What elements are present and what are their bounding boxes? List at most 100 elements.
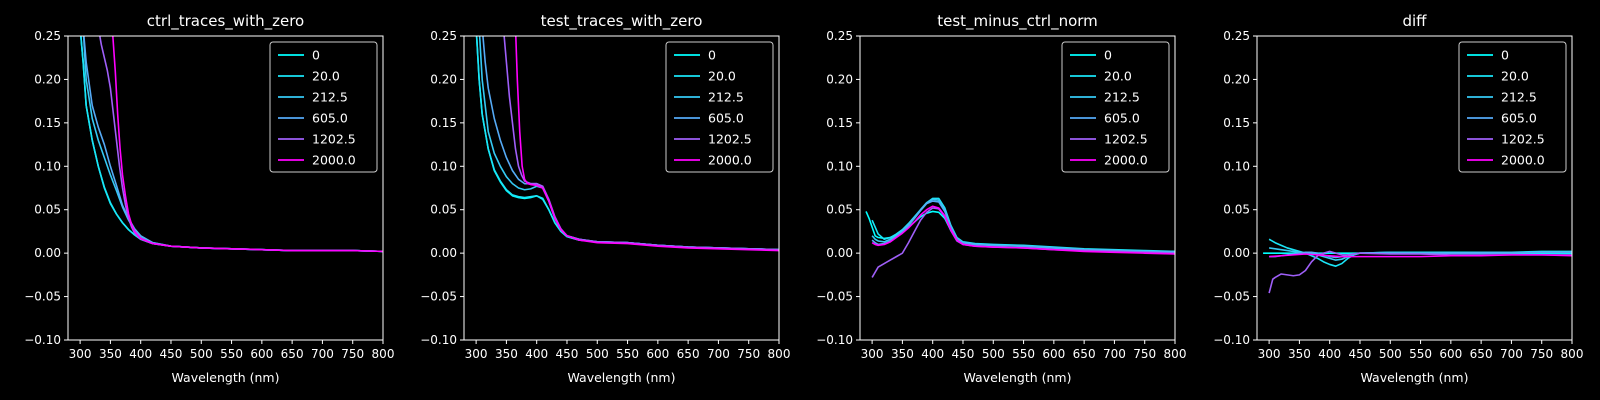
x-tick-label: 450: [952, 347, 975, 361]
legend: 0 20.0 212.5 605.0 1202.5 2000.0: [1458, 41, 1567, 173]
x-tick-label: 800: [1561, 347, 1584, 361]
y-tick-label: 0.10: [826, 159, 853, 173]
legend-entry: 20.0: [1104, 69, 1132, 84]
x-tick-label: 450: [556, 347, 579, 361]
y-tick-label: 0.15: [826, 116, 853, 130]
x-tick-label: 800: [372, 347, 395, 361]
x-tick-label: 650: [281, 347, 304, 361]
series-line-2000.0: [112, 36, 383, 253]
x-tick-label: 300: [465, 347, 488, 361]
y-tick-label: 0.20: [430, 72, 457, 86]
y-tick-label: −0.10: [816, 333, 853, 347]
y-tick-label: 0.00: [34, 246, 61, 260]
x-tick-label: 400: [129, 347, 152, 361]
y-tick-label: −0.05: [1213, 290, 1250, 304]
y-tick-label: 0.00: [1223, 246, 1250, 260]
y-tick-label: 0.20: [1223, 72, 1250, 86]
legend-entry: 2000.0: [1104, 153, 1148, 168]
y-tick-label: 0.25: [826, 29, 853, 43]
plot-frame: [859, 35, 1176, 341]
y-tick-label: −0.10: [24, 333, 61, 347]
series-line-2000.0: [871, 205, 1175, 255]
legend-entry: 0: [1501, 48, 1509, 63]
x-tick-label: 650: [1073, 347, 1096, 361]
y-tick-label: 0.20: [826, 72, 853, 86]
x-tick-label: 700: [1103, 347, 1126, 361]
x-tick-label: 400: [1318, 347, 1341, 361]
y-tick-label: 0.00: [826, 246, 853, 260]
x-tick-label: 700: [1500, 347, 1523, 361]
legend-entry: 2000.0: [312, 153, 356, 168]
x-tick-label: 300: [69, 347, 92, 361]
y-tick-label: −0.10: [1213, 333, 1250, 347]
x-tick-label: 700: [311, 347, 334, 361]
series-group: [865, 197, 1175, 278]
legend-entry: 0: [1104, 48, 1112, 63]
y-tick-label: 0.05: [826, 203, 853, 217]
legend-entry: 1202.5: [708, 132, 752, 147]
legend-entry: 605.0: [708, 111, 744, 126]
x-tick-label: 750: [1530, 347, 1553, 361]
y-tick-label: 0.15: [430, 116, 457, 130]
legend-entry: 1202.5: [312, 132, 356, 147]
y-tick-label: 0.05: [430, 203, 457, 217]
x-tick-label: 550: [1409, 347, 1432, 361]
chart-title: test_traces_with_zero: [541, 12, 703, 31]
chart-panel-2: 300 350 400 450 500 550 600 650 700 750 800 −0.10 −0…: [420, 12, 790, 385]
y-tick-label: 0.05: [1223, 203, 1250, 217]
x-tick-label: 350: [891, 347, 914, 361]
chart-panel-3: 300 350 400 450 500 550 600 650 700 750 800 −0.10 −0…: [816, 12, 1186, 385]
x-tick-label: 550: [220, 347, 243, 361]
legend-entry: 1202.5: [1501, 132, 1545, 147]
plot-frame: [1256, 35, 1573, 341]
x-tick-label: 500: [1379, 347, 1402, 361]
y-tick-label: 0.15: [1223, 116, 1250, 130]
x-tick-label: 700: [707, 347, 730, 361]
x-tick-label: 350: [99, 347, 122, 361]
x-tick-label: 400: [525, 347, 548, 361]
y-tick-label: −0.05: [816, 290, 853, 304]
y-tick-label: 0.25: [34, 29, 61, 43]
series-group: [1263, 238, 1572, 294]
legend-entry: 2000.0: [1501, 153, 1545, 168]
x-tick-label: 600: [646, 347, 669, 361]
x-tick-label: 500: [586, 347, 609, 361]
y-tick-label: 0.20: [34, 72, 61, 86]
legend: 0 20.0 212.5 605.0 1202.5 2000.0: [1061, 41, 1170, 173]
x-tick-label: 650: [677, 347, 700, 361]
x-tick-label: 350: [495, 347, 518, 361]
x-tick-label: 500: [982, 347, 1005, 361]
x-tick-label: 650: [1470, 347, 1493, 361]
chart-panel-4: 300 350 400 450 500 550 600 650 700 750 800 −0.10 −0…: [1213, 12, 1583, 385]
legend: 0 20.0 212.5 605.0 1202.5 2000.0: [269, 41, 378, 173]
y-tick-label: 0.05: [34, 203, 61, 217]
series-line-20.0: [871, 197, 1175, 253]
x-tick-label: 450: [1349, 347, 1372, 361]
series-group: [80, 36, 383, 253]
x-axis-label: Wavelength (nm): [964, 370, 1072, 385]
legend-entry: 1202.5: [1104, 132, 1148, 147]
x-axis-label: Wavelength (nm): [172, 370, 280, 385]
x-tick-label: 350: [1288, 347, 1311, 361]
x-axis-label: Wavelength (nm): [568, 370, 676, 385]
legend-entry: 605.0: [312, 111, 348, 126]
x-tick-label: 750: [341, 347, 364, 361]
chart-title: diff: [1402, 12, 1427, 30]
legend-entry: 605.0: [1104, 111, 1140, 126]
chart-panel-1: 300 350 400 450 500 550 600 650 700 750 800 −0.10 −0…: [24, 12, 394, 385]
legend-entry: 212.5: [312, 90, 348, 105]
y-tick-label: 0.15: [34, 116, 61, 130]
x-tick-label: 300: [861, 347, 884, 361]
y-tick-label: 0.25: [430, 29, 457, 43]
legend-entry: 20.0: [708, 69, 736, 84]
x-tick-label: 750: [737, 347, 760, 361]
plot-frame: [67, 35, 384, 341]
x-tick-label: 600: [1042, 347, 1065, 361]
legend-entry: 0: [312, 48, 320, 63]
legend-entry: 2000.0: [708, 153, 752, 168]
y-tick-label: 0.25: [1223, 29, 1250, 43]
legend-entry: 605.0: [1501, 111, 1537, 126]
plot-frame: [463, 35, 780, 341]
